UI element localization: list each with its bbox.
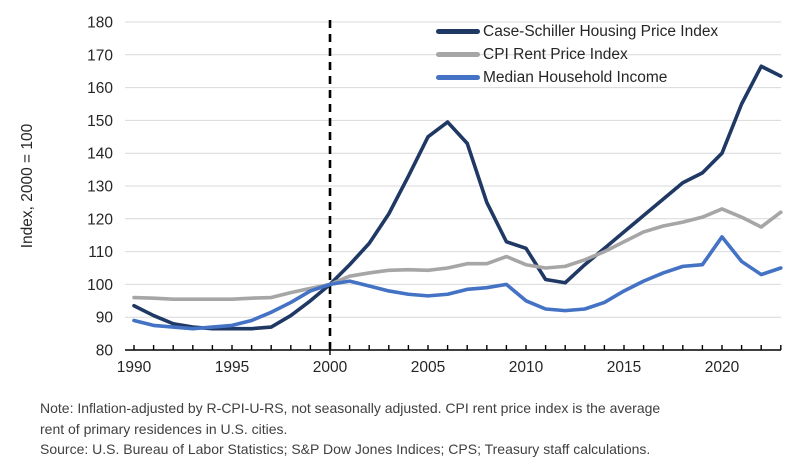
cpi-rent-price-index-line [132,207,783,301]
x-tick-label: 1995 [215,359,249,376]
y-tick-label: 80 [96,343,114,360]
case-schiller-housing-price-index-line [132,64,783,331]
x-tick-label: 2010 [509,359,544,376]
x-tick-label: 1990 [117,359,152,376]
y-tick-label: 170 [87,47,113,64]
x-tick-label: 2000 [313,359,348,376]
median-household-income-line [132,235,783,331]
plot-area: 80 90 100 110 120 130 140 150 160 170 180 1990 1995 2… [87,15,783,376]
chart-legend: Case-Schiller Housing Price Index CPI Re… [436,20,718,89]
y-tick-label: 90 [96,310,114,327]
x-tick-label: 2005 [411,359,445,376]
note-text-line1: Note: Inflation-adjusted by R-CPI-U-RS, … [40,400,661,416]
legend-label: Median Household Income [483,68,668,86]
source-text: Source: U.S. Bureau of Labor Statistics;… [40,441,651,457]
y-tick-label: 100 [87,277,113,294]
median-income-legend-swatch [436,75,480,80]
chart-canvas: Index, 2000 = 100 80 90 100 110 120 130 140 150… [19,15,783,376]
y-tick-label: 120 [87,211,113,228]
y-axis-title: Index, 2000 = 100 [19,123,36,248]
y-tick-label: 130 [87,179,113,196]
y-tick-label: 140 [87,146,113,163]
legend-item-median-income: Median Household Income [436,66,718,89]
cpi-rent-legend-swatch [436,52,480,57]
legend-item-cpi-rent: CPI Rent Price Index [436,43,718,66]
legend-label: CPI Rent Price Index [483,45,628,63]
y-tick-label: 180 [87,15,113,32]
legend-item-case-schiller: Case-Schiller Housing Price Index [436,20,718,43]
note-text-line2: rent of primary residences in U.S. citie… [40,420,288,437]
y-tick-label: 150 [87,113,113,130]
y-tick-label: 160 [87,80,113,97]
x-tick-label: 2015 [607,359,641,376]
legend-label: Case-Schiller Housing Price Index [483,22,719,40]
y-tick-label: 110 [88,244,113,261]
x-tick-label: 2020 [705,359,740,376]
chart-notes: Note: Inflation-adjusted by R-CPI-U-RS, … [40,398,660,460]
case-schiller-legend-swatch [436,29,480,34]
